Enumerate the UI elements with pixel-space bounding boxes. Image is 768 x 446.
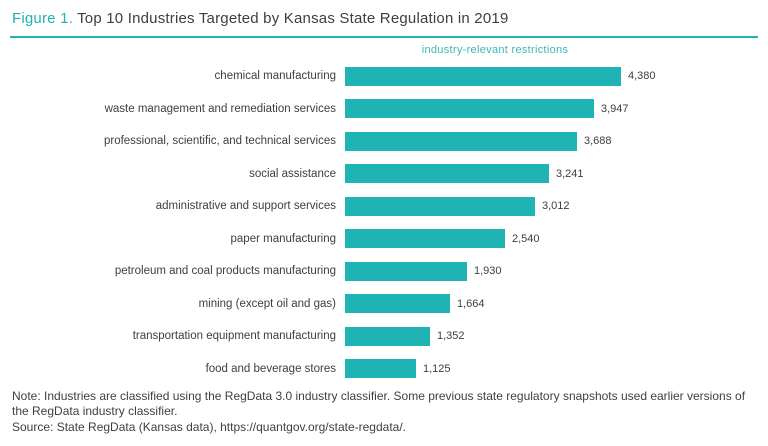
category-label: paper manufacturing	[230, 232, 336, 245]
chart-row: petroleum and coal products manufacturin…	[10, 255, 758, 288]
bar-value-label: 2,540	[512, 232, 540, 245]
bar-value-label: 1,664	[457, 297, 485, 310]
bar-value-label: 1,930	[474, 265, 502, 278]
category-label: professional, scientific, and technical …	[103, 135, 336, 148]
chart-row: waste management and remediation service…	[10, 93, 758, 126]
category-label: mining (except oil and gas)	[198, 297, 336, 310]
title-divider	[10, 36, 758, 38]
figure-title: Figure 1. Top 10 Industries Targeted by …	[10, 10, 758, 27]
source-text: Source: State RegData (Kansas data), htt…	[12, 420, 407, 435]
chart-row: paper manufacturing 2,540	[10, 223, 758, 256]
bar	[345, 196, 535, 216]
chart-row: food and beverage stores 1,125	[10, 353, 758, 386]
bar-area: 3,947	[345, 99, 758, 119]
bar	[345, 66, 621, 86]
bar-area: 1,125	[345, 359, 758, 379]
bar	[345, 164, 549, 184]
chart-rows: chemical manufacturing 4,380 waste managem…	[10, 60, 758, 385]
bar-value-label: 4,380	[628, 70, 656, 83]
chart-notes: Note: Industries are classified using th…	[10, 389, 758, 438]
column-header-row: industry-relevant restrictions	[10, 44, 758, 56]
bar	[345, 359, 416, 379]
bar-area: 3,241	[345, 164, 758, 184]
bar-area: 3,688	[345, 131, 758, 151]
bar-chart: industry-relevant restrictions chemical …	[10, 44, 758, 389]
chart-row: professional, scientific, and technical …	[10, 125, 758, 158]
bar	[345, 326, 430, 346]
bar-area: 1,664	[345, 294, 758, 314]
category-label: petroleum and coal products manufacturin…	[114, 265, 336, 278]
category-label: transportation equipment manufacturing	[132, 330, 336, 343]
bar-value-label: 3,947	[601, 102, 629, 115]
bar-area: 3,012	[345, 196, 758, 216]
bar	[345, 131, 577, 151]
chart-row: administrative and support services 3,012	[10, 190, 758, 223]
category-label: social assistance	[249, 167, 336, 180]
figure-title-text: Top 10 Industries Targeted by Kansas Sta…	[77, 10, 509, 27]
bar-area: 4,380	[345, 66, 758, 86]
category-label: administrative and support services	[155, 200, 336, 213]
column-header: industry-relevant restrictions	[421, 44, 569, 56]
chart-row: mining (except oil and gas) 1,664	[10, 288, 758, 321]
chart-row: chemical manufacturing 4,380	[10, 60, 758, 93]
column-header-spacer	[10, 44, 345, 56]
chart-row: social assistance 3,241	[10, 158, 758, 191]
figure-label: Figure 1.	[12, 10, 73, 27]
bar-value-label: 1,352	[437, 330, 465, 343]
note-text: Note: Industries are classified using th…	[12, 388, 746, 419]
bar-value-label: 3,241	[556, 167, 584, 180]
bar-area: 2,540	[345, 229, 758, 249]
bar-value-label: 3,012	[542, 200, 570, 213]
bar	[345, 229, 505, 249]
bar	[345, 294, 450, 314]
bar-area: 1,352	[345, 326, 758, 346]
bar-value-label: 1,125	[423, 362, 451, 375]
category-label: waste management and remediation service…	[104, 102, 336, 115]
category-label: food and beverage stores	[205, 362, 336, 375]
bar	[345, 261, 467, 281]
chart-row: transportation equipment manufacturing 1,…	[10, 320, 758, 353]
category-label: chemical manufacturing	[214, 70, 336, 83]
bar-value-label: 3,688	[584, 135, 612, 148]
bar-area: 1,930	[345, 261, 758, 281]
bar	[345, 99, 594, 119]
